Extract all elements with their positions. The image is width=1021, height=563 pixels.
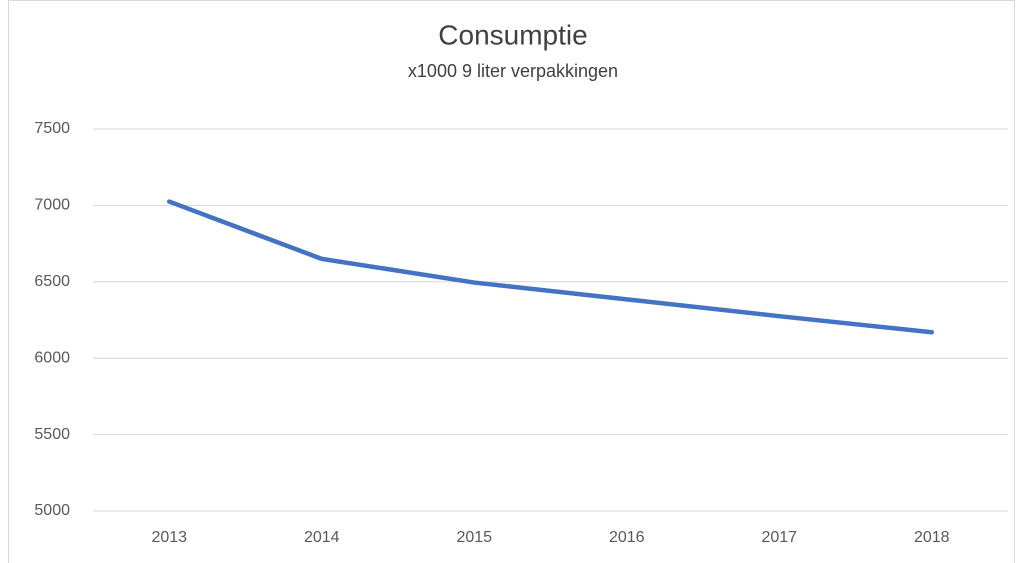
- x-tick-label: 2018: [914, 529, 950, 546]
- chart-border: [8, 0, 1015, 563]
- y-tick-label: 6000: [34, 349, 70, 366]
- y-tick-label: 5500: [34, 426, 70, 443]
- x-tick-label: 2015: [456, 529, 492, 546]
- x-tick-label: 2013: [151, 529, 187, 546]
- x-tick-label: 2017: [761, 529, 797, 546]
- chart-subtitle: x1000 9 liter verpakkingen: [408, 61, 618, 81]
- x-tick-label: 2014: [304, 529, 340, 546]
- y-tick-label: 5000: [34, 502, 70, 519]
- y-tick-label: 7000: [34, 197, 70, 214]
- y-tick-label: 6500: [34, 273, 70, 290]
- data-line: [167, 199, 934, 335]
- y-tick-label: 7500: [34, 120, 70, 137]
- x-tick-label: 2016: [609, 529, 645, 546]
- chart-title: Consumptie: [438, 19, 587, 50]
